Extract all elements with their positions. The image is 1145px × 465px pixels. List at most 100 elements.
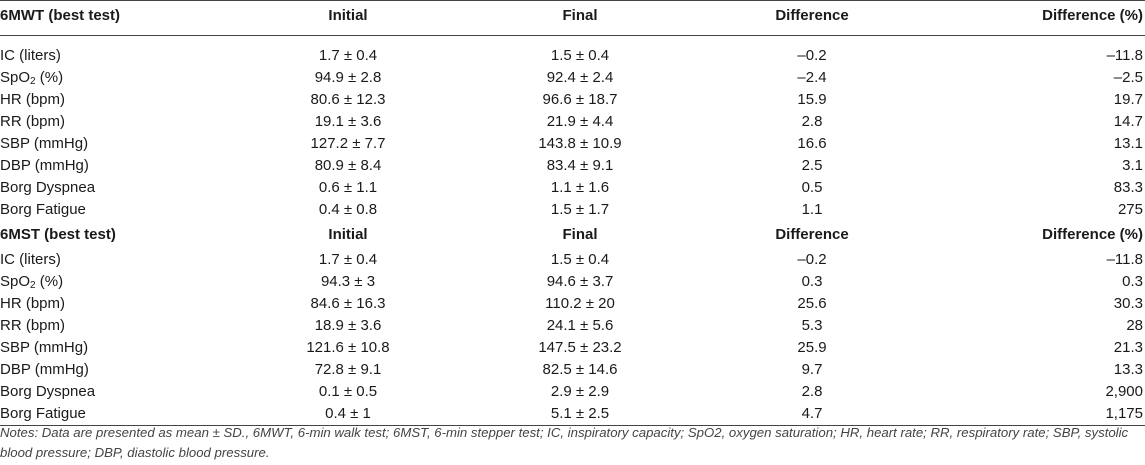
- cell-final: 96.6 ± 18.7: [542, 91, 618, 108]
- cell-difference-pct: 13.3: [1113, 361, 1143, 378]
- table-row: Borg Dyspnea 0.1 ± 0.5 2.9 ± 2.9 2.8 2,9…: [0, 381, 1145, 403]
- cell-difference: 5.3: [801, 317, 823, 334]
- cell-initial: 80.9 ± 8.4: [314, 157, 382, 174]
- column-header-difference-pct: Difference (%): [928, 0, 1145, 36]
- cell-initial: 72.8 ± 9.1: [314, 361, 382, 378]
- column-header-final: Final: [464, 0, 696, 36]
- cell-difference: 16.6: [797, 135, 827, 152]
- cell-final: 1.5 ± 0.4: [550, 47, 610, 64]
- row-label: Borg Fatigue: [0, 201, 86, 218]
- row-label: SBP (mmHg): [0, 339, 89, 356]
- cell-initial: 84.6 ± 16.3: [310, 295, 386, 312]
- column-header-final: Final: [562, 226, 598, 243]
- table-row: RR (bpm) 19.1 ± 3.6 21.9 ± 4.4 2.8 14.7: [0, 111, 1145, 133]
- cell-difference-pct: 3.1: [1122, 157, 1143, 174]
- cell-final: 94.6 ± 3.7: [546, 273, 614, 290]
- cell-final: 83.4 ± 9.1: [546, 157, 614, 174]
- cell-difference-pct: 14.7: [1113, 113, 1143, 130]
- cell-difference-pct: 1,175: [928, 403, 1145, 426]
- section-title: 6MST (best test): [0, 226, 116, 243]
- row-label: RR (bpm): [0, 113, 66, 130]
- cell-difference-pct: 21.3: [1113, 339, 1143, 356]
- row-label: IC (liters): [0, 47, 61, 64]
- table-row: Borg Fatigue 0.4 ± 0.8 1.5 ± 1.7 1.1 275: [0, 199, 1145, 221]
- cell-difference-pct: 30.3: [1113, 295, 1143, 312]
- section-title: 6MWT (best test): [0, 0, 232, 36]
- cell-initial: 0.4 ± 0.8: [318, 201, 378, 218]
- column-header-difference: Difference: [696, 0, 928, 36]
- row-label: SBP (mmHg): [0, 135, 89, 152]
- row-label: HR (bpm): [0, 91, 66, 108]
- cell-difference-pct: 2,900: [1105, 383, 1143, 400]
- cell-initial: 127.2 ± 7.7: [310, 135, 386, 152]
- cell-difference-pct: 275: [1117, 201, 1143, 218]
- cell-difference: –0.2: [797, 47, 827, 64]
- cell-difference-pct: –11.8: [1106, 251, 1143, 268]
- cell-initial: 121.6 ± 10.8: [306, 339, 390, 356]
- table-row: Borg Fatigue 0.4 ± 1 5.1 ± 2.5 4.7 1,175: [0, 403, 1145, 426]
- cell-difference-pct: 83.3: [1113, 179, 1143, 196]
- row-label: Borg Dyspnea: [0, 383, 96, 400]
- table-row: IC (liters) 1.7 ± 0.4 1.5 ± 0.4 –0.2 –11…: [0, 45, 1145, 67]
- cell-difference-pct: –2.5: [1113, 69, 1143, 86]
- cell-final: 2.9 ± 2.9: [550, 383, 610, 400]
- row-label: Borg Dyspnea: [0, 179, 96, 196]
- row-label: SpO2 (%): [0, 69, 64, 87]
- table-row: SpO2 (%) 94.3 ± 3 94.6 ± 3.7 0.3 0.3: [0, 271, 1145, 293]
- cell-difference-pct: 0.3: [1122, 273, 1143, 290]
- cell-final: 92.4 ± 2.4: [546, 69, 614, 86]
- cell-difference-pct: 28: [1126, 317, 1143, 334]
- cell-initial: 18.9 ± 3.6: [314, 317, 382, 334]
- cell-final: 82.5 ± 14.6: [542, 361, 618, 378]
- cell-initial: 1.7 ± 0.4: [318, 47, 378, 64]
- cell-initial: 94.3 ± 3: [320, 273, 376, 290]
- cell-final: 5.1 ± 2.5: [464, 403, 696, 426]
- table-row: SBP (mmHg) 121.6 ± 10.8 147.5 ± 23.2 25.…: [0, 337, 1145, 359]
- cell-initial: 80.6 ± 12.3: [310, 91, 386, 108]
- column-header-initial: Initial: [328, 226, 368, 243]
- cell-difference: 0.5: [801, 179, 823, 196]
- cell-initial: 94.9 ± 2.8: [314, 69, 382, 86]
- cell-difference: –0.2: [797, 251, 827, 268]
- cell-difference: 25.6: [797, 295, 827, 312]
- cell-difference: 9.7: [801, 361, 823, 378]
- cell-initial: 19.1 ± 3.6: [314, 113, 382, 130]
- cell-initial: 1.7 ± 0.4: [318, 251, 378, 268]
- cell-difference: –2.4: [797, 69, 827, 86]
- table-row: HR (bpm) 84.6 ± 16.3 110.2 ± 20 25.6 30.…: [0, 293, 1145, 315]
- cell-difference: 2.8: [801, 113, 823, 130]
- row-label: IC (liters): [0, 251, 61, 268]
- cell-final: 21.9 ± 4.4: [546, 113, 614, 130]
- table-row: HR (bpm) 80.6 ± 12.3 96.6 ± 18.7 15.9 19…: [0, 89, 1145, 111]
- table-row: DBP (mmHg) 80.9 ± 8.4 83.4 ± 9.1 2.5 3.1: [0, 155, 1145, 177]
- cell-final: 147.5 ± 23.2: [538, 339, 622, 356]
- table-row: DBP (mmHg) 72.8 ± 9.1 82.5 ± 14.6 9.7 13…: [0, 359, 1145, 381]
- row-label: RR (bpm): [0, 317, 66, 334]
- column-header-initial: Initial: [232, 0, 464, 36]
- table-row: SBP (mmHg) 127.2 ± 7.7 143.8 ± 10.9 16.6…: [0, 133, 1145, 155]
- row-label: DBP (mmHg): [0, 157, 89, 174]
- row-label: DBP (mmHg): [0, 361, 89, 378]
- cell-final: 110.2 ± 20: [545, 295, 615, 312]
- cell-final: 1.1 ± 1.6: [550, 179, 610, 196]
- section-header-6mwt: 6MWT (best test) Initial Final Differenc…: [0, 0, 1145, 36]
- cell-difference: 1.1: [801, 201, 823, 218]
- table-row: IC (liters) 1.7 ± 0.4 1.5 ± 0.4 –0.2 –11…: [0, 249, 1145, 271]
- cell-initial: 0.1 ± 0.5: [318, 383, 378, 400]
- section-header-6mst: 6MST (best test) Initial Final Differenc…: [0, 221, 1145, 249]
- cell-final: 24.1 ± 5.6: [546, 317, 614, 334]
- table-notes: Notes: Data are presented as mean ± SD.,…: [0, 425, 1129, 460]
- cell-difference: 4.7: [696, 403, 928, 426]
- cell-difference: 15.9: [797, 91, 827, 108]
- cell-initial: 0.4 ± 1: [232, 403, 464, 426]
- cell-difference: 2.5: [801, 157, 823, 174]
- results-table-container: 6MWT (best test) Initial Final Differenc…: [0, 0, 1145, 426]
- cell-difference-pct: 13.1: [1113, 135, 1143, 152]
- cell-final: 1.5 ± 0.4: [550, 251, 610, 268]
- column-header-difference: Difference: [775, 226, 849, 243]
- cell-difference-pct: –11.8: [1106, 47, 1143, 64]
- cell-initial: 0.6 ± 1.1: [318, 179, 378, 196]
- row-label: HR (bpm): [0, 295, 66, 312]
- cell-difference: 2.8: [801, 383, 823, 400]
- cell-difference: 25.9: [797, 339, 827, 356]
